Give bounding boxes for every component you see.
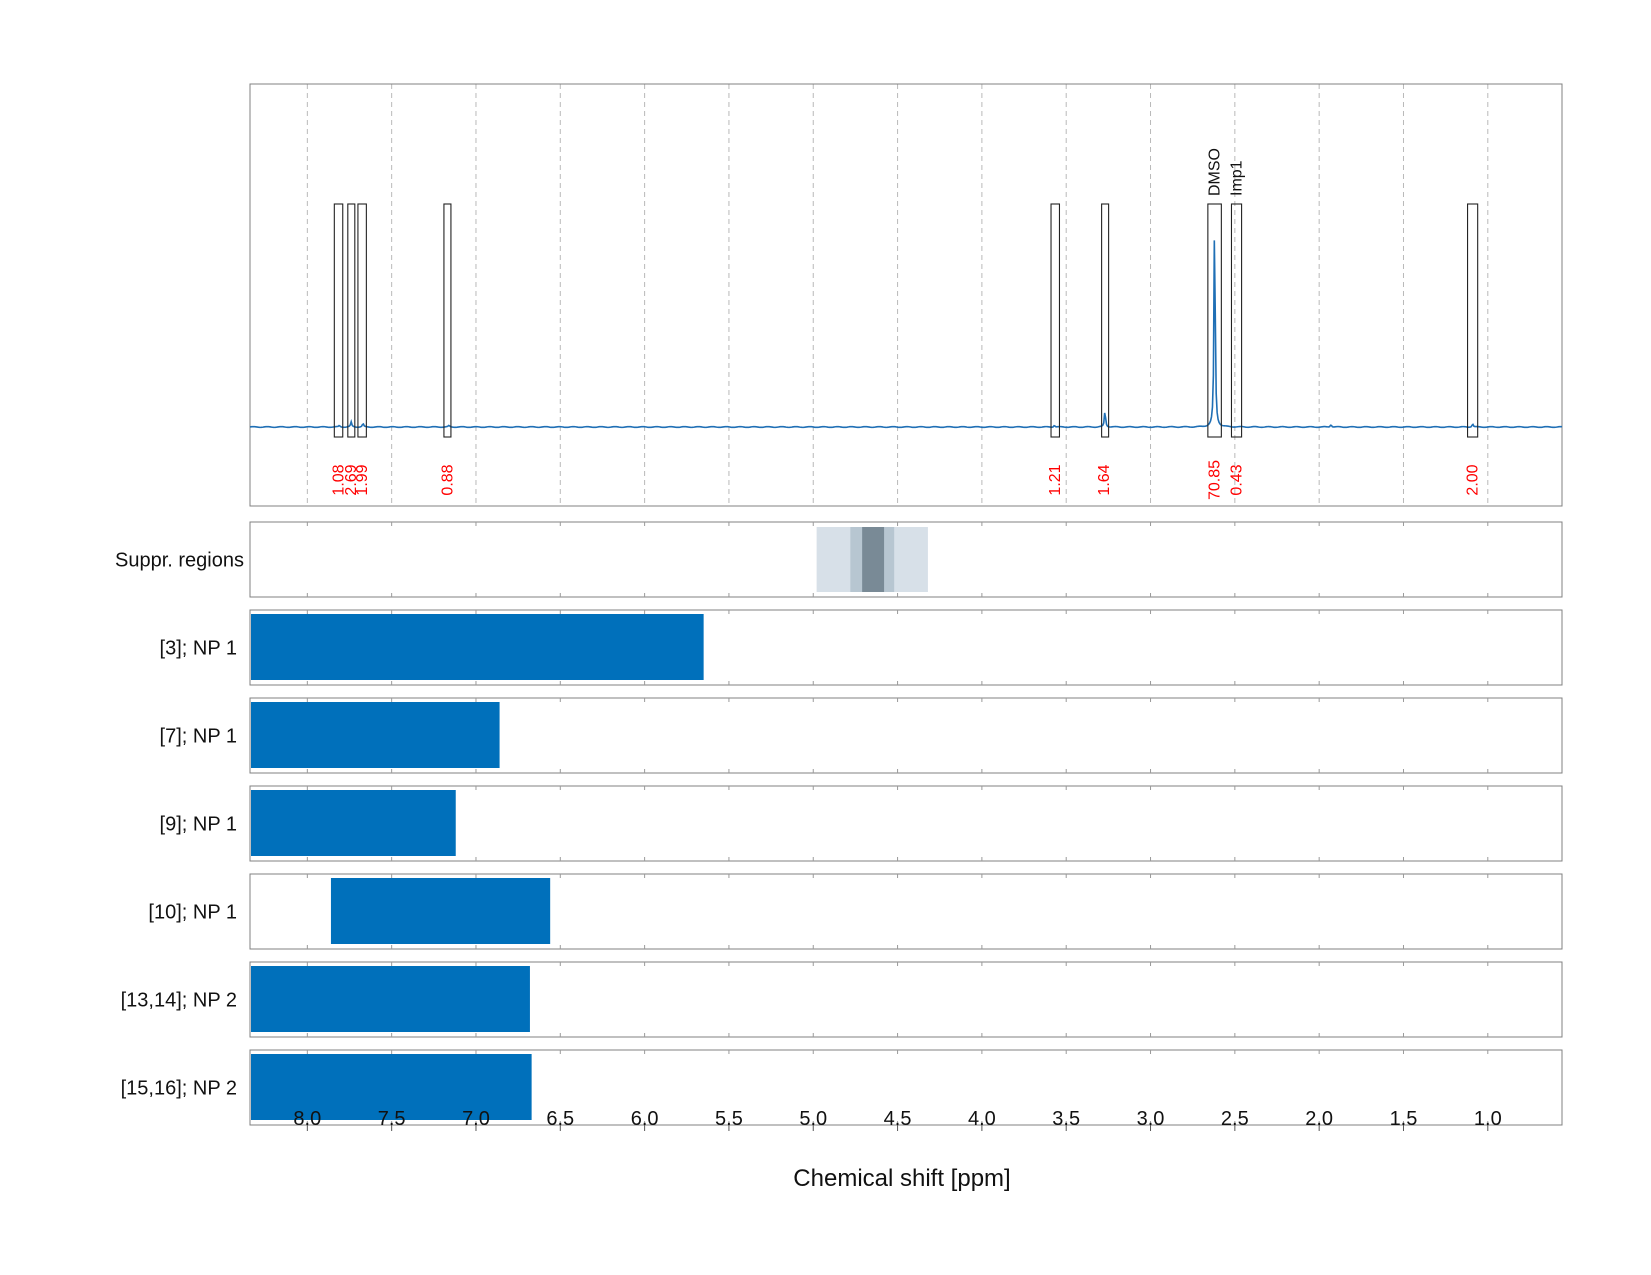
suppression-band — [862, 527, 885, 592]
x-tick-label: 2.0 — [1305, 1108, 1333, 1130]
x-tick-label: 4.0 — [968, 1108, 996, 1130]
assignment-row: [3]; NP 1 — [160, 609, 1563, 686]
x-tick-label: 1.5 — [1390, 1108, 1418, 1130]
row-label: [10]; NP 1 — [148, 902, 237, 924]
suppression-frame — [249, 521, 1563, 598]
row-label: [3]; NP 1 — [160, 638, 237, 660]
integration-value: 2.00 — [1465, 464, 1482, 495]
x-tick-label: 5.5 — [715, 1108, 743, 1130]
integration-label: DMSO — [1207, 148, 1224, 196]
assignment-bar — [251, 614, 704, 680]
row-frame — [249, 785, 1563, 862]
integration-box — [1207, 203, 1222, 438]
row-label: [7]; NP 1 — [160, 726, 237, 748]
row-label: [15,16]; NP 2 — [121, 1078, 237, 1100]
x-tick-label: 2.5 — [1221, 1108, 1249, 1130]
assignment-row: [15,16]; NP 2 — [121, 1049, 1563, 1126]
integration-value: 1.21 — [1047, 464, 1064, 495]
assignment-bar — [251, 790, 456, 856]
integration-value: 1.64 — [1096, 464, 1113, 495]
x-tick-label: 3.0 — [1137, 1108, 1165, 1130]
suppression-panel: Suppr. regions — [115, 521, 1563, 598]
integration-value: 0.43 — [1229, 464, 1246, 495]
integration-box — [443, 203, 452, 438]
integration-box — [1467, 203, 1479, 438]
integration-value: 2.69 — [343, 464, 360, 495]
integration-value: 1.99 — [354, 464, 371, 495]
assignment-bar — [330, 878, 551, 944]
assignment-row: [9]; NP 1 — [160, 785, 1563, 862]
assignment-row: [13,14]; NP 2 — [121, 961, 1563, 1038]
integration-value: 70.85 — [1207, 460, 1224, 500]
x-axis: Chemical shift [ppm] 8.0 7.5 7.0 6.5 6.0 5.5 5… — [293, 1108, 1501, 1192]
row-label: [13,14]; NP 2 — [121, 990, 237, 1012]
x-tick-label: 5.0 — [799, 1108, 827, 1130]
integration-box — [1230, 203, 1243, 438]
spectrum-frame — [249, 83, 1563, 507]
integration-value: 0.88 — [439, 464, 456, 495]
x-tick-label: 8.0 — [293, 1108, 321, 1130]
spectrum-line — [249, 240, 1563, 429]
assignment-bar — [251, 702, 500, 768]
x-tick-label: 6.0 — [631, 1108, 659, 1130]
assignment-rows: [3]; NP 1 [7]; NP 1 [9]; NP 1 [10]; NP 1 [13… — [121, 609, 1563, 1126]
row-frame — [249, 961, 1563, 1038]
integration-box — [357, 203, 367, 438]
x-tick-label: 7.5 — [378, 1108, 406, 1130]
integration-box — [1101, 203, 1110, 438]
assignment-bar — [251, 1054, 532, 1120]
row-frame — [249, 609, 1563, 686]
x-tick-label: 6.5 — [546, 1108, 574, 1130]
x-axis-label: Chemical shift [ppm] — [793, 1165, 1010, 1192]
assignment-row: [10]; NP 1 — [148, 873, 1563, 950]
row-frame — [249, 697, 1563, 774]
x-tick-label: 4.5 — [884, 1108, 912, 1130]
assignment-bar — [251, 966, 530, 1032]
integration-label: Imp1 — [1229, 160, 1246, 196]
integration-box — [347, 203, 356, 438]
suppression-panel-label: Suppr. regions — [115, 550, 244, 572]
row-label: [9]; NP 1 — [160, 814, 237, 836]
x-tick-label: 3.5 — [1052, 1108, 1080, 1130]
x-tick-label: 1.0 — [1474, 1108, 1502, 1130]
spectrum-panel: 1.082.691.99 0.88 1.21 1.64 70.85 DMSO 0.43 Imp… — [249, 83, 1563, 507]
integration-value: 1.08 — [331, 464, 348, 495]
integration-box — [1050, 203, 1061, 438]
vertical-grid — [306, 84, 1489, 506]
assignment-row: [7]; NP 1 — [160, 697, 1563, 774]
integration-box — [333, 203, 344, 438]
row-frame — [249, 873, 1563, 950]
row-frame — [249, 1049, 1563, 1126]
x-tick-label: 7.0 — [462, 1108, 490, 1130]
